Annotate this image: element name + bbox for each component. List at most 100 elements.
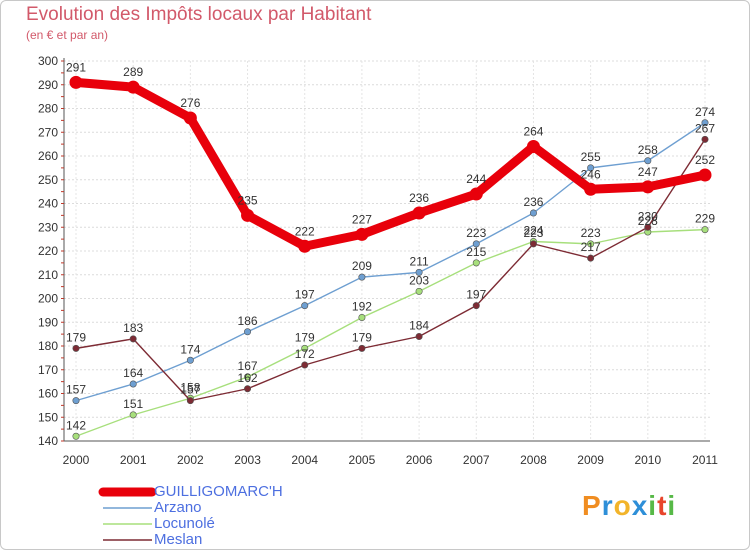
data-label: 184: [409, 319, 429, 333]
data-point: [244, 328, 252, 336]
data-point: [244, 385, 252, 393]
data-point: [301, 344, 309, 352]
data-label: 255: [581, 150, 601, 164]
x-tick-label: 2008: [520, 453, 547, 467]
legend-label-arzano: Arzano: [154, 499, 202, 516]
data-point: [301, 361, 309, 369]
data-label: 172: [295, 347, 315, 361]
data-label: 258: [638, 143, 658, 157]
data-label: 246: [581, 167, 601, 181]
logo-letter: i: [648, 490, 658, 521]
y-tick-label: 210: [38, 268, 58, 282]
data-point: [587, 254, 595, 262]
data-label: 158: [180, 380, 200, 394]
series-line: [75, 122, 706, 402]
proxiti-logo: Proxiti: [582, 490, 676, 522]
y-tick-label: 220: [38, 244, 58, 258]
data-label: 244: [466, 172, 486, 186]
data-point: [358, 344, 366, 352]
data-label: 252: [695, 153, 715, 167]
data-point: [584, 182, 598, 196]
data-point: [701, 135, 709, 143]
x-tick-label: 2002: [177, 453, 204, 467]
series-layer: [69, 75, 712, 440]
data-label: 264: [523, 125, 543, 139]
data-point: [129, 335, 137, 343]
x-tick-label: 2009: [577, 453, 604, 467]
data-point: [72, 432, 80, 440]
data-label: 164: [123, 366, 143, 380]
data-point: [412, 206, 426, 220]
legend-layer: [98, 487, 157, 541]
data-label: 192: [352, 300, 372, 314]
y-tick-label: 280: [38, 102, 58, 116]
data-point: [298, 239, 312, 253]
y-tick-label: 180: [38, 339, 58, 353]
logo-letter: i: [667, 490, 677, 521]
logo-letter: P: [582, 490, 602, 521]
data-point: [69, 75, 83, 89]
data-point: [129, 411, 137, 419]
data-point: [186, 356, 194, 364]
data-label: 167: [238, 359, 258, 373]
data-label: 197: [295, 288, 315, 302]
data-label: 215: [466, 245, 486, 259]
data-point: [72, 397, 80, 405]
chart-subtitle: (en € et par an): [26, 28, 109, 42]
y-tick-label: 170: [38, 363, 58, 377]
data-label: 223: [466, 226, 486, 240]
data-label: 197: [466, 288, 486, 302]
y-tick-label: 160: [38, 387, 58, 401]
data-point: [355, 227, 369, 241]
y-tick-label: 140: [38, 434, 58, 448]
data-point: [72, 344, 80, 352]
data-label: 267: [695, 121, 715, 135]
data-label: 203: [409, 273, 429, 287]
data-label: 223: [523, 226, 543, 240]
data-label: 162: [238, 371, 258, 385]
y-tick-label: 270: [38, 125, 58, 139]
y-tick-label: 300: [38, 54, 58, 68]
data-point: [415, 287, 423, 295]
data-point: [641, 180, 655, 194]
x-tick-label: 2007: [463, 453, 490, 467]
data-label: 174: [180, 342, 200, 356]
y-tick-label: 190: [38, 315, 58, 329]
data-point: [701, 119, 709, 127]
data-point: [644, 157, 652, 165]
data-point: [301, 302, 309, 310]
data-point: [698, 168, 712, 182]
data-label: 235: [238, 193, 258, 207]
data-point: [358, 273, 366, 281]
data-point: [126, 80, 140, 94]
data-label: 217: [581, 240, 601, 254]
x-tick-label: 2005: [349, 453, 376, 467]
legend-label-meslan: Meslan: [154, 531, 203, 548]
x-tick-label: 2004: [291, 453, 318, 467]
data-label: 142: [66, 418, 86, 432]
y-tick-label: 230: [38, 220, 58, 234]
data-point: [472, 302, 480, 310]
x-tick-label: 2010: [634, 453, 661, 467]
data-label: 211: [410, 254, 429, 268]
data-label: 223: [581, 226, 601, 240]
data-label: 236: [523, 195, 543, 209]
data-point: [244, 373, 252, 381]
data-point: [529, 240, 537, 248]
data-point: [186, 397, 194, 405]
data-label: 230: [638, 209, 658, 223]
data-label: 209: [352, 259, 372, 273]
chart-title: Evolution des Impôts locaux par Habitant: [26, 4, 372, 25]
data-point: [644, 223, 652, 231]
x-tick-label: 2001: [120, 453, 147, 467]
y-tick-label: 200: [38, 292, 58, 306]
data-label: 186: [238, 314, 258, 328]
y-tick-label: 250: [38, 173, 58, 187]
data-label: 291: [66, 60, 86, 74]
data-label: 157: [180, 383, 200, 397]
y-tick-label: 260: [38, 149, 58, 163]
data-point: [129, 380, 137, 388]
data-label: 247: [638, 165, 658, 179]
x-tick-label: 2011: [692, 453, 718, 467]
